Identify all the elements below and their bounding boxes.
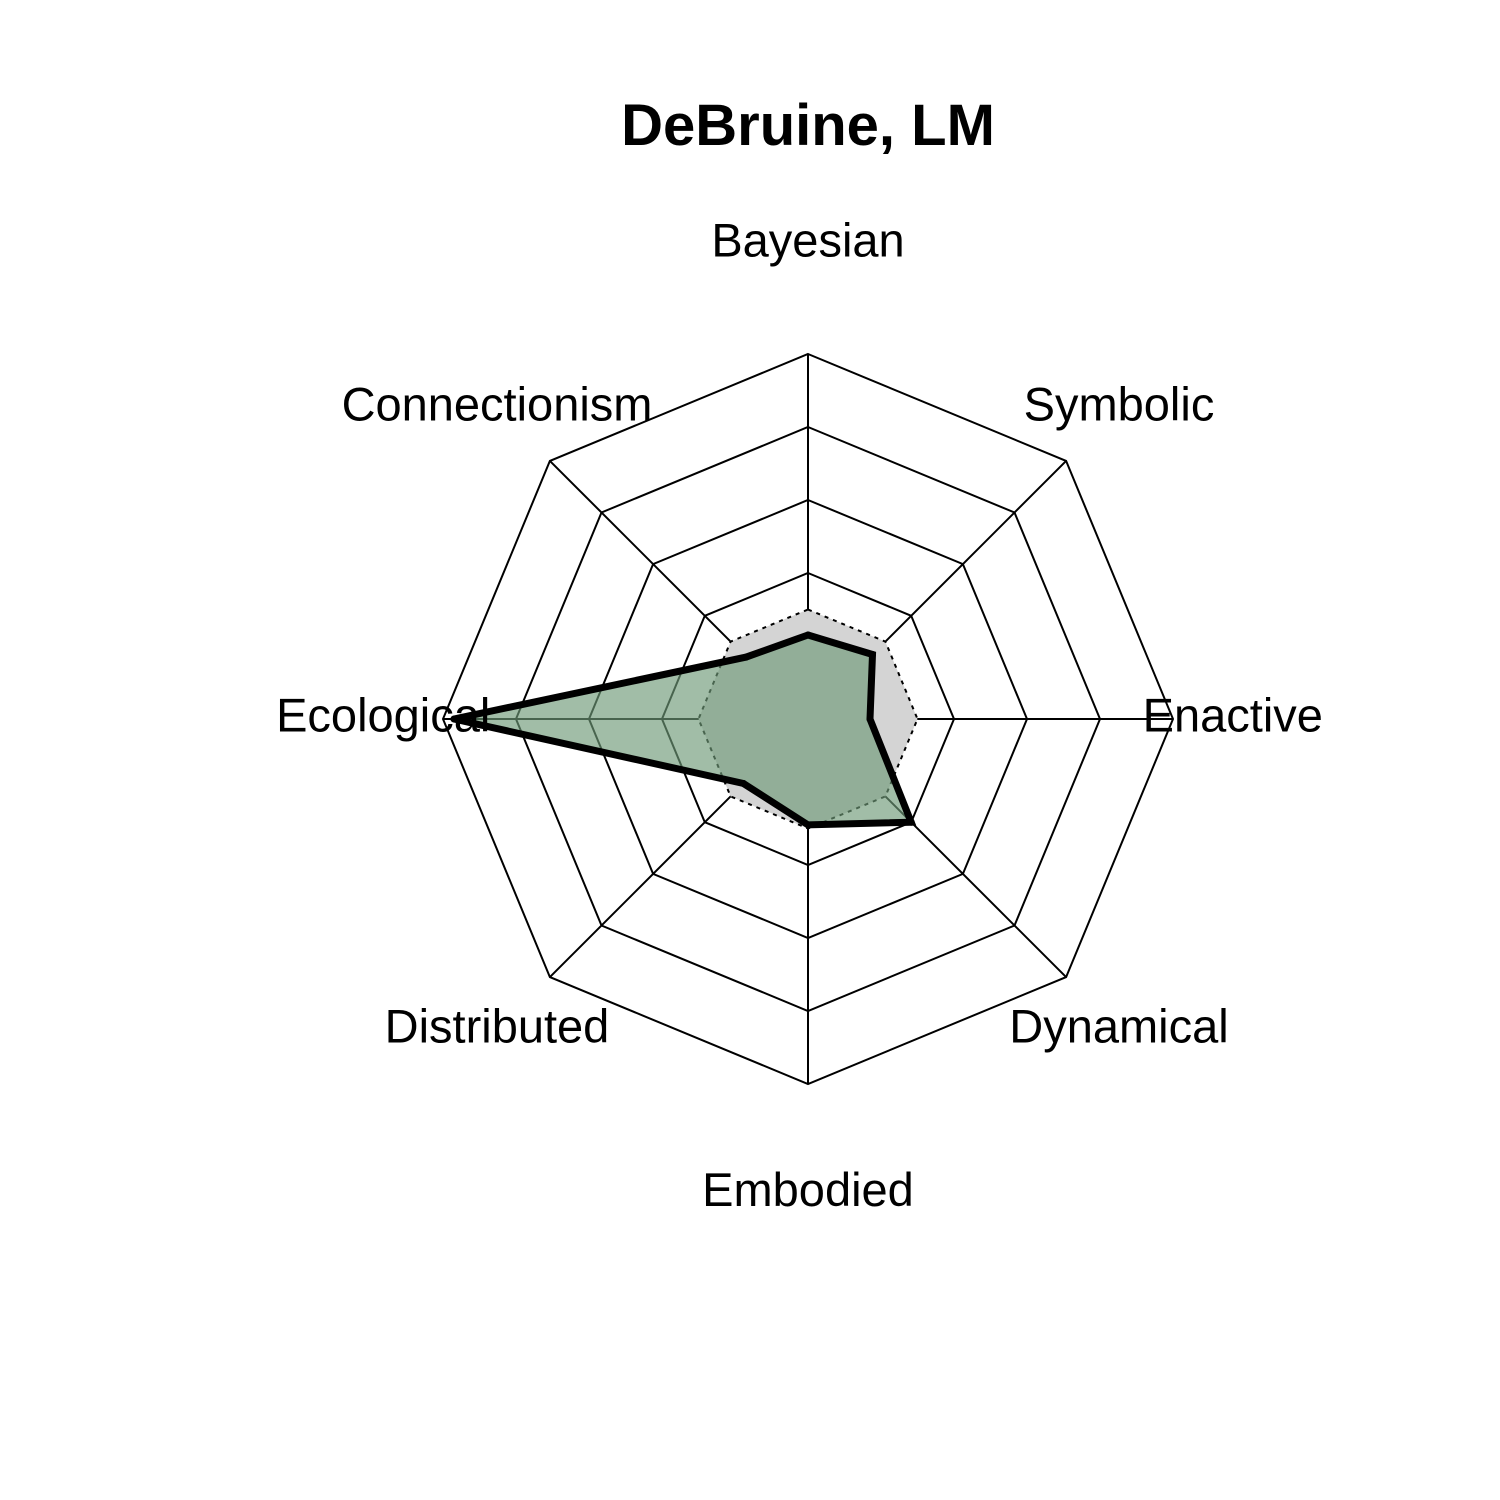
axis-label-dynamical: Dynamical [1009, 999, 1228, 1052]
axis-label-bayesian: Bayesian [711, 214, 904, 267]
series-area [453, 631, 917, 829]
axis-label-connectionism: Connectionism [342, 377, 653, 430]
data-point-embodied [804, 821, 812, 829]
data-point-distributed [740, 780, 747, 787]
data-point-connectionism [742, 653, 750, 661]
chart-title: DeBruine, LM [621, 93, 995, 158]
radar-series [450, 608, 919, 830]
axis-label-distributed: Distributed [385, 999, 610, 1052]
data-point-ecological [450, 715, 458, 723]
data-point-dynamical [907, 818, 915, 826]
axis-label-ecological: Ecological [276, 688, 490, 741]
data-point-symbolic [869, 651, 876, 658]
axis-label-symbolic: Symbolic [1024, 377, 1215, 430]
axis-label-enactive: Enactive [1143, 688, 1323, 741]
data-point-enactive [866, 715, 874, 723]
data-point-bayesian [804, 631, 812, 639]
axis-labels: Bayesian Symbolic Enactive Dynamical Embodie… [276, 214, 1323, 1217]
axis-label-embodied: Embodied [702, 1163, 914, 1216]
